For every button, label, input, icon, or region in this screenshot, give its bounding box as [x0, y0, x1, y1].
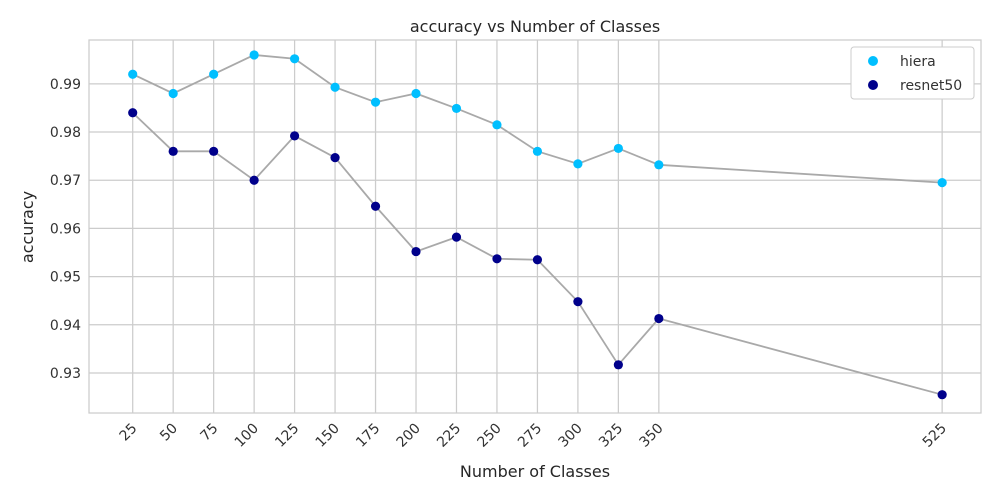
data-point-hiera: [168, 88, 178, 99]
grid-lines: [89, 40, 981, 413]
data-point-resnet50: [168, 146, 178, 156]
y-tick-labels: 0.93 0.94 0.95 0.96 0.97 0.98 0.99: [50, 77, 81, 382]
data-point-resnet50: [209, 146, 219, 156]
data-point-hiera: [451, 103, 462, 114]
data-point-hiera: [209, 69, 219, 79]
data-point-hiera: [370, 97, 381, 107]
legend-label-resnet50: resnet50: [900, 78, 962, 94]
data-point-resnet50: [290, 131, 300, 141]
legend-marker-hiera: [868, 56, 878, 66]
legend-label-hiera: hiera: [900, 54, 936, 70]
y-tick-label: 0.94: [50, 318, 81, 334]
x-axis-label: Number of Classes: [460, 462, 610, 481]
y-tick-label: 0.97: [50, 173, 81, 189]
data-points: [128, 50, 947, 400]
data-point-hiera: [330, 82, 340, 92]
y-tick-label: 0.98: [50, 125, 81, 141]
data-point-hiera: [290, 54, 300, 64]
data-point-resnet50: [532, 255, 543, 265]
data-point-resnet50: [937, 390, 947, 400]
y-tick-label: 0.99: [50, 77, 81, 93]
y-tick-label: 0.96: [50, 221, 81, 237]
data-point-hiera: [573, 159, 583, 169]
data-point-resnet50: [249, 175, 259, 185]
chart-title: accuracy vs Number of Classes: [410, 17, 660, 36]
legend-marker-resnet50: [868, 80, 878, 90]
data-point-resnet50: [451, 232, 462, 242]
data-point-hiera: [411, 88, 421, 99]
plot-area: [88, 39, 982, 414]
y-axis-label: accuracy: [18, 191, 37, 263]
legend: hiera resnet50: [850, 46, 975, 100]
data-point-resnet50: [370, 201, 381, 211]
data-point-hiera: [492, 120, 502, 130]
data-point-resnet50: [128, 108, 138, 118]
data-point-resnet50: [411, 246, 421, 257]
data-point-hiera: [532, 146, 543, 156]
data-point-resnet50: [330, 152, 340, 163]
data-point-hiera: [937, 178, 947, 188]
data-point-resnet50: [492, 254, 502, 264]
data-point-hiera: [249, 50, 259, 60]
data-point-hiera: [128, 69, 138, 79]
data-point-resnet50: [654, 313, 664, 324]
data-point-resnet50: [573, 297, 583, 307]
legend-box: [850, 46, 975, 100]
data-point-hiera: [654, 160, 664, 170]
y-tick-label: 0.93: [50, 366, 81, 382]
y-tick-label: 0.95: [50, 270, 81, 286]
data-point-resnet50: [613, 360, 623, 370]
data-point-hiera: [613, 143, 623, 154]
